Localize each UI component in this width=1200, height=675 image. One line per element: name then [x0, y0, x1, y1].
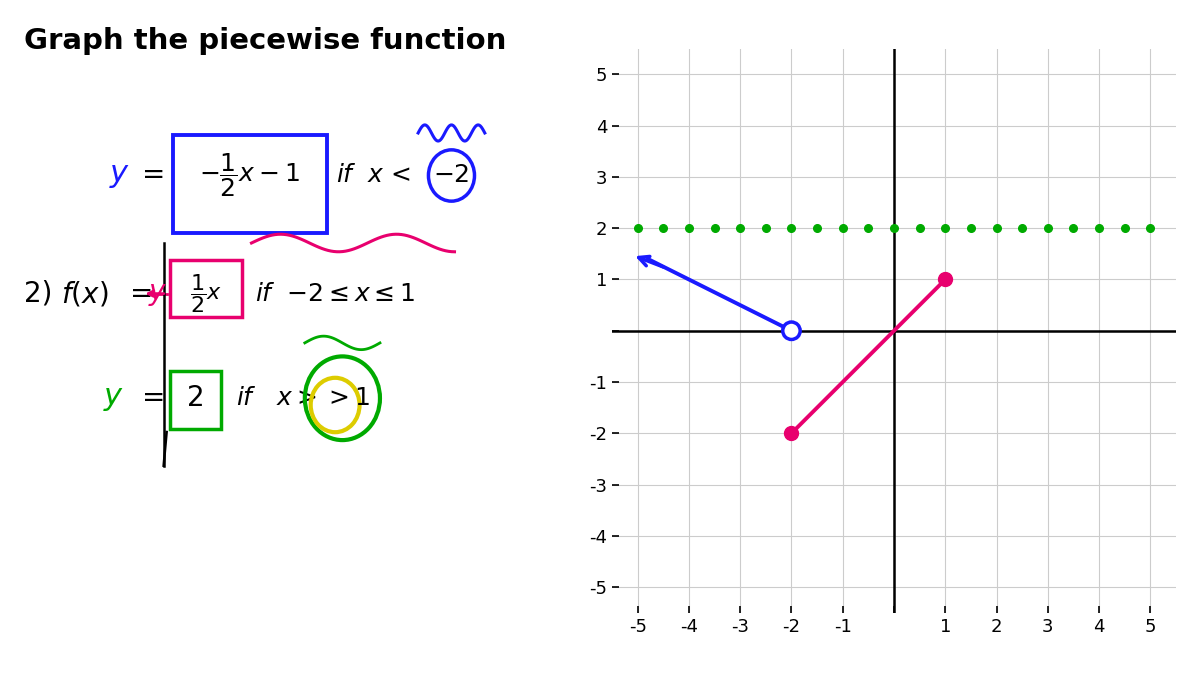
Circle shape [782, 322, 800, 340]
Text: =: = [143, 384, 166, 412]
Text: $>1$: $>1$ [324, 386, 371, 410]
Text: $f(x)$: $f(x)$ [60, 279, 108, 308]
FancyBboxPatch shape [169, 260, 242, 317]
Text: =: = [131, 279, 154, 308]
Text: Graph the piecewise function: Graph the piecewise function [24, 27, 506, 55]
Text: $y$: $y$ [149, 279, 168, 308]
Text: $x >$: $x >$ [276, 386, 317, 410]
Text: $y$: $y$ [103, 384, 124, 412]
FancyBboxPatch shape [169, 371, 221, 429]
Text: $\it{if}$  $-2 \leq x \leq 1$: $\it{if}$ $-2 \leq x \leq 1$ [254, 281, 415, 306]
Text: 2): 2) [24, 279, 53, 308]
FancyBboxPatch shape [173, 135, 328, 233]
Text: 2: 2 [187, 384, 204, 412]
Text: $y$: $y$ [109, 161, 131, 190]
Text: $\it{if}$  $x$ <: $\it{if}$ $x$ < [336, 163, 410, 188]
Text: $\it{if}$: $\it{if}$ [236, 386, 257, 410]
Text: =: = [143, 161, 166, 190]
Text: $-2$: $-2$ [433, 163, 469, 188]
Text: $-\dfrac{1}{2}x - 1$: $-\dfrac{1}{2}x - 1$ [199, 152, 300, 199]
Text: $\dfrac{1}{2}x$: $\dfrac{1}{2}x$ [190, 272, 222, 315]
